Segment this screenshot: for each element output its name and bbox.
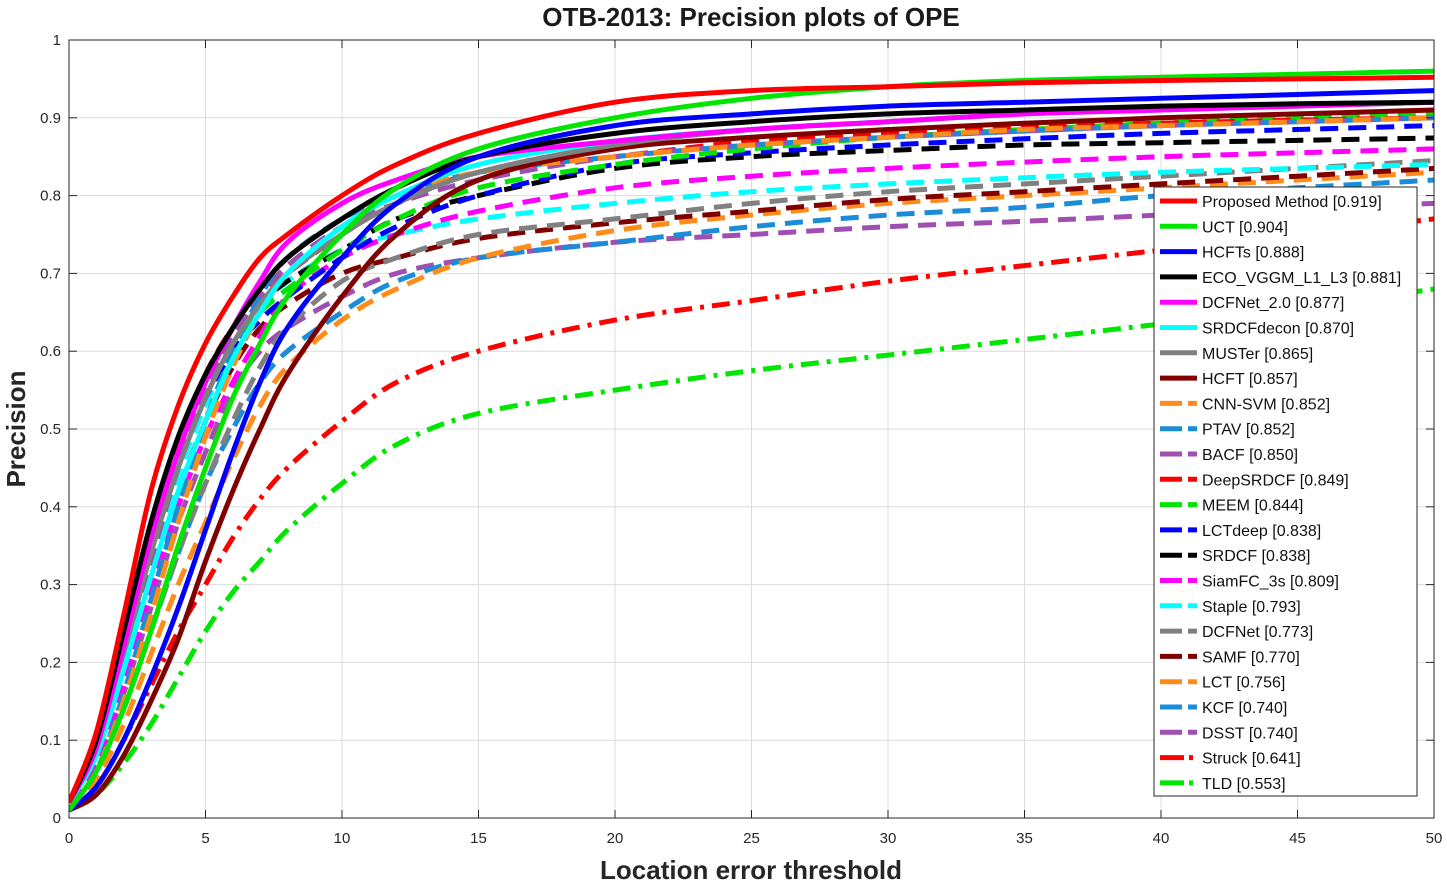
series-line xyxy=(69,177,1434,812)
series-line xyxy=(69,123,1434,804)
series-line xyxy=(69,88,1434,813)
legend-label: HCFT [0.857] xyxy=(1202,371,1298,388)
legend-label: SAMF [0.770] xyxy=(1202,649,1300,666)
x-tick-label: 25 xyxy=(743,830,760,847)
series-line xyxy=(69,286,1434,813)
legend-label: TLD [0.553] xyxy=(1202,776,1286,793)
series-line xyxy=(69,107,1434,813)
legend-label: LCTdeep [0.838] xyxy=(1202,523,1321,540)
legend-label: SRDCF [0.838] xyxy=(1202,548,1310,565)
y-tick-label: 0.6 xyxy=(40,343,61,360)
y-tick-label: 0.1 xyxy=(40,732,61,749)
x-tick-label: 30 xyxy=(880,830,897,847)
legend-label: DCFNet [0.773] xyxy=(1202,624,1313,641)
x-tick-label: 45 xyxy=(1289,830,1306,847)
legend-label: KCF [0.740] xyxy=(1202,700,1287,717)
x-tick-label: 40 xyxy=(1153,830,1170,847)
legend-label: DeepSRDCF [0.849] xyxy=(1202,472,1349,489)
y-tick-label: 0 xyxy=(53,810,61,827)
x-axis-ticks: 0 5 10 15 20 25 30 35 40 45 50 xyxy=(65,40,1443,847)
legend-label: PTAV [0.852] xyxy=(1202,422,1295,439)
x-axis-label: Location error threshold xyxy=(600,855,902,885)
y-tick-label: 0.3 xyxy=(40,577,61,594)
y-axis-ticks: 0 0.1 0.2 0.3 0.4 0.5 0.6 0.7 0.8 0.9 1 xyxy=(40,32,1434,827)
x-tick-label: 20 xyxy=(607,830,624,847)
series-line xyxy=(69,74,1434,804)
y-tick-label: 0.2 xyxy=(40,654,61,671)
legend-label: ECO_VGGM_L1_L3 [0.881] xyxy=(1202,270,1401,287)
legend-label: MEEM [0.844] xyxy=(1202,498,1303,515)
y-tick-label: 0.5 xyxy=(40,421,61,438)
legend: Proposed Method [0.919] UCT [0.904] HCFTs … xyxy=(1153,186,1418,797)
legend-label: BACF [0.850] xyxy=(1202,447,1298,464)
y-tick-label: 1 xyxy=(53,32,61,49)
series-line xyxy=(69,68,1434,812)
legend-label: MUSTer [0.865] xyxy=(1202,346,1313,363)
x-tick-label: 50 xyxy=(1426,830,1443,847)
legend-label: Struck [0.641] xyxy=(1202,751,1301,768)
legend-label: Proposed Method [0.919] xyxy=(1202,194,1382,211)
x-tick-label: 10 xyxy=(334,830,351,847)
legend-label: Staple [0.793] xyxy=(1202,599,1301,616)
legend-label: LCT [0.756] xyxy=(1202,675,1285,692)
legend-label: HCFTs [0.888] xyxy=(1202,245,1304,262)
x-tick-label: 0 xyxy=(65,830,73,847)
y-tick-label: 0.9 xyxy=(40,110,61,127)
legend-box xyxy=(1153,186,1418,797)
legend-label: UCT [0.904] xyxy=(1202,219,1288,236)
y-tick-label: 0.7 xyxy=(40,265,61,282)
series-line xyxy=(69,169,1434,812)
y-tick-label: 0.4 xyxy=(40,499,61,516)
legend-label: SiamFC_3s [0.809] xyxy=(1202,574,1339,591)
series-lines xyxy=(69,68,1434,813)
legend-label: DCFNet_2.0 [0.877] xyxy=(1202,295,1344,312)
chart-title: OTB-2013: Precision plots of OPE xyxy=(542,2,960,32)
legend-label: SRDCFdecon [0.870] xyxy=(1202,321,1354,338)
x-tick-label: 35 xyxy=(1016,830,1033,847)
x-tick-label: 5 xyxy=(201,830,209,847)
series-line xyxy=(69,115,1434,812)
y-tick-label: 0.8 xyxy=(40,188,61,205)
x-tick-label: 15 xyxy=(470,830,487,847)
legend-label: DSST [0.740] xyxy=(1202,725,1298,742)
series-line xyxy=(69,99,1434,804)
y-axis-label: Precision xyxy=(1,370,31,487)
series-line xyxy=(69,216,1434,813)
legend-label: CNN-SVM [0.852] xyxy=(1202,396,1330,413)
